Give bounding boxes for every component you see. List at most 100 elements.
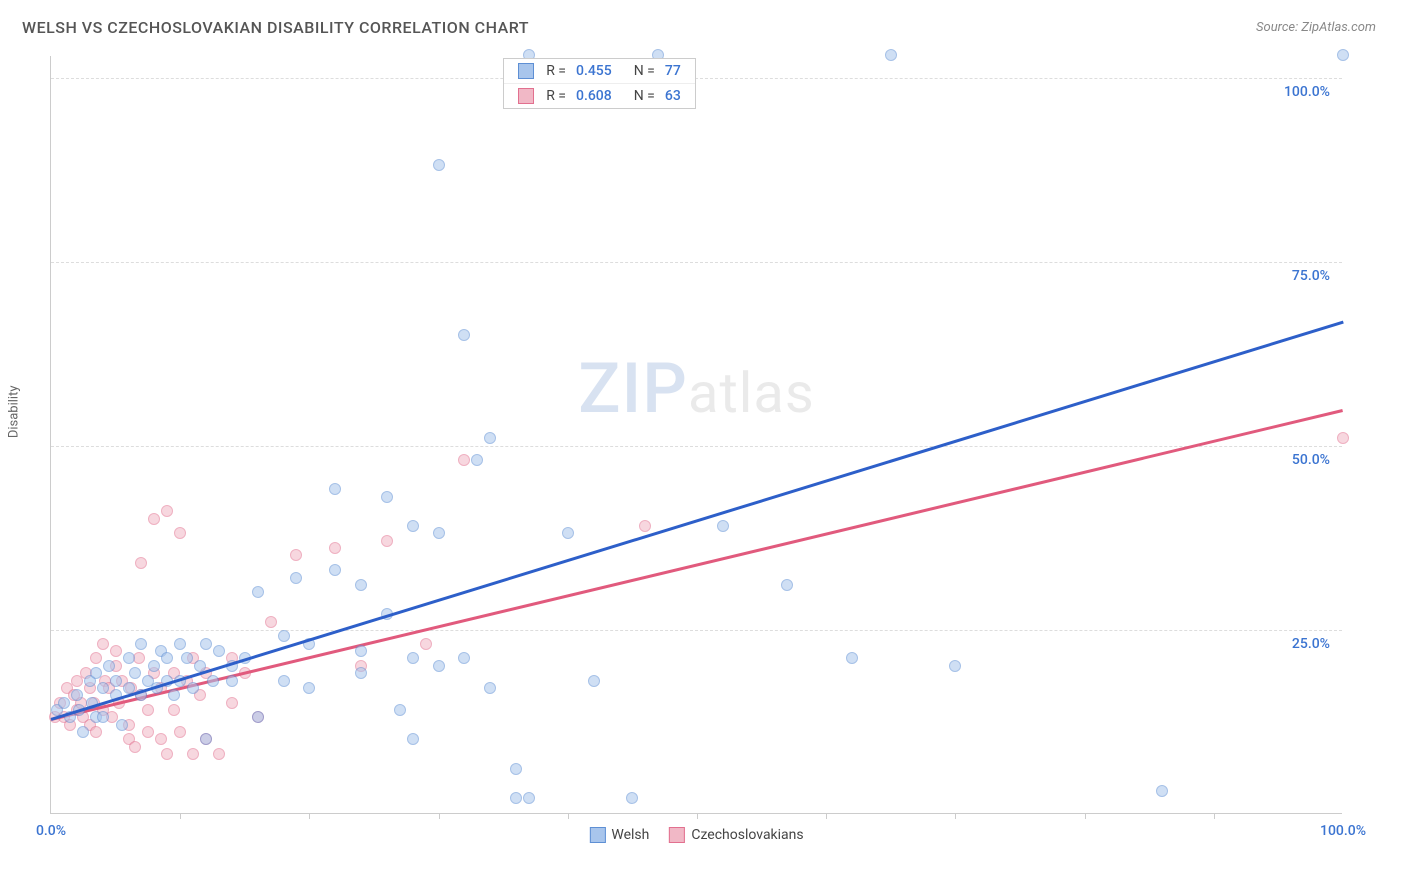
- gridline-horizontal: [51, 446, 1342, 447]
- n-label: N =: [634, 88, 655, 104]
- data-point-welsh: [278, 630, 290, 642]
- y-tick-label: 25.0%: [1292, 636, 1330, 652]
- data-point-czech: [1337, 432, 1349, 444]
- gridline-horizontal: [51, 262, 1342, 263]
- data-point-welsh: [885, 49, 897, 61]
- data-point-welsh: [458, 652, 470, 664]
- data-point-welsh: [200, 638, 212, 650]
- x-tick-mark: [309, 813, 310, 819]
- data-point-welsh: [303, 682, 315, 694]
- x-tick-label: 0.0%: [36, 823, 66, 839]
- legend-item-czech: Czechoslovakians: [669, 827, 803, 843]
- data-point-welsh: [252, 586, 264, 598]
- data-point-czech: [133, 652, 145, 664]
- data-point-welsh: [949, 660, 961, 672]
- x-tick-mark: [1214, 813, 1215, 819]
- y-tick-label: 100.0%: [1284, 84, 1330, 100]
- stats-legend: R = 0.455 N = 77 R = 0.608 N = 63: [503, 58, 696, 109]
- data-point-welsh: [148, 660, 160, 672]
- data-point-welsh: [181, 652, 193, 664]
- data-point-welsh: [626, 792, 638, 804]
- n-value-czech: 63: [665, 88, 681, 104]
- data-point-czech: [142, 704, 154, 716]
- data-point-welsh: [846, 652, 858, 664]
- data-point-welsh: [71, 689, 83, 701]
- data-point-welsh: [523, 792, 535, 804]
- data-point-czech: [290, 549, 302, 561]
- source-attribution: Source: ZipAtlas.com: [1256, 20, 1376, 35]
- data-point-welsh: [588, 675, 600, 687]
- data-point-czech: [129, 741, 141, 753]
- r-label: R =: [546, 88, 566, 104]
- legend-label-czech: Czechoslovakians: [691, 827, 803, 843]
- gridline-horizontal: [51, 78, 1342, 79]
- data-point-czech: [97, 638, 109, 650]
- x-tick-label: 100.0%: [1320, 823, 1366, 839]
- chart-container: Disability ZIPatlas R =0.455N =77R =0.60…: [22, 52, 1382, 862]
- data-point-welsh: [458, 329, 470, 341]
- series-legend: Welsh Czechoslovakians: [589, 827, 803, 843]
- data-point-czech: [639, 520, 651, 532]
- r-value-welsh: 0.455: [576, 63, 612, 79]
- data-point-welsh: [407, 520, 419, 532]
- x-tick-mark: [826, 813, 827, 819]
- data-point-welsh: [433, 527, 445, 539]
- data-point-welsh: [484, 682, 496, 694]
- r-value-czech: 0.608: [576, 88, 612, 104]
- data-point-welsh: [252, 711, 264, 723]
- watermark: ZIPatlas: [578, 348, 814, 430]
- data-point-welsh: [135, 638, 147, 650]
- data-point-welsh: [433, 660, 445, 672]
- data-point-welsh: [200, 733, 212, 745]
- y-tick-label: 50.0%: [1292, 452, 1330, 468]
- swatch-czech-icon: [518, 88, 534, 104]
- data-point-welsh: [58, 697, 70, 709]
- data-point-czech: [90, 726, 102, 738]
- data-point-welsh: [717, 520, 729, 532]
- n-label: N =: [634, 63, 655, 79]
- data-point-welsh: [116, 719, 128, 731]
- data-point-czech: [420, 638, 432, 650]
- data-point-welsh: [174, 638, 186, 650]
- data-point-czech: [329, 542, 341, 554]
- data-point-welsh: [226, 675, 238, 687]
- data-point-czech: [226, 697, 238, 709]
- data-point-welsh: [129, 667, 141, 679]
- data-point-welsh: [278, 675, 290, 687]
- data-point-czech: [161, 505, 173, 517]
- data-point-welsh: [484, 432, 496, 444]
- data-point-czech: [174, 726, 186, 738]
- x-tick-mark: [568, 813, 569, 819]
- data-point-welsh: [213, 645, 225, 657]
- y-axis-label: Disability: [7, 385, 22, 438]
- data-point-czech: [265, 616, 277, 628]
- legend-item-welsh: Welsh: [589, 827, 649, 843]
- data-point-welsh: [168, 689, 180, 701]
- r-label: R =: [546, 63, 566, 79]
- data-point-welsh: [1156, 785, 1168, 797]
- n-value-welsh: 77: [665, 63, 681, 79]
- gridline-horizontal: [51, 630, 1342, 631]
- data-point-welsh: [510, 763, 522, 775]
- stats-row-czech: R = 0.608 N = 63: [504, 83, 695, 108]
- data-point-czech: [90, 652, 102, 664]
- data-point-czech: [161, 748, 173, 760]
- data-point-welsh: [562, 527, 574, 539]
- data-point-welsh: [329, 483, 341, 495]
- x-tick-mark: [697, 813, 698, 819]
- x-tick-mark: [180, 813, 181, 819]
- data-point-czech: [142, 726, 154, 738]
- legend-label-welsh: Welsh: [611, 827, 649, 843]
- data-point-welsh: [329, 564, 341, 576]
- data-point-welsh: [355, 645, 367, 657]
- trend-line-czech: [51, 409, 1344, 721]
- data-point-welsh: [123, 652, 135, 664]
- data-point-welsh: [407, 733, 419, 745]
- data-point-welsh: [471, 454, 483, 466]
- data-point-czech: [148, 513, 160, 525]
- data-point-welsh: [1337, 49, 1349, 61]
- data-point-czech: [381, 535, 393, 547]
- x-tick-mark: [439, 813, 440, 819]
- data-point-welsh: [381, 491, 393, 503]
- data-point-welsh: [161, 652, 173, 664]
